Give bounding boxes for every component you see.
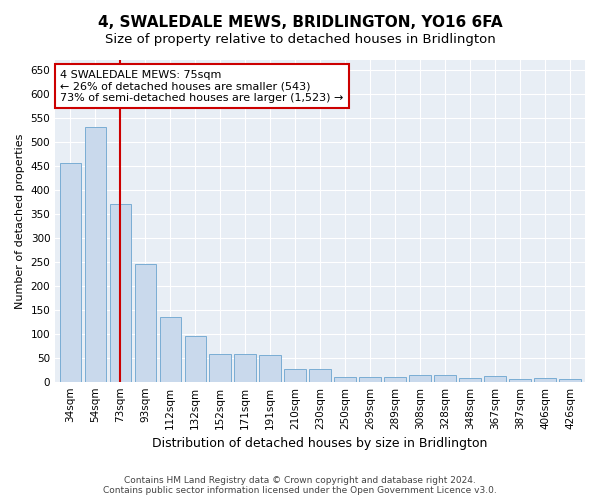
- Bar: [559, 380, 581, 382]
- X-axis label: Distribution of detached houses by size in Bridlington: Distribution of detached houses by size …: [152, 437, 488, 450]
- Bar: [235, 354, 256, 382]
- Bar: [134, 264, 156, 382]
- Y-axis label: Number of detached properties: Number of detached properties: [15, 133, 25, 308]
- Bar: [110, 204, 131, 382]
- Bar: [185, 336, 206, 382]
- Bar: [535, 378, 556, 382]
- Bar: [59, 163, 81, 382]
- Bar: [259, 356, 281, 382]
- Bar: [434, 376, 455, 382]
- Bar: [385, 377, 406, 382]
- Bar: [209, 354, 231, 382]
- Bar: [460, 378, 481, 382]
- Bar: [334, 377, 356, 382]
- Text: 4, SWALEDALE MEWS, BRIDLINGTON, YO16 6FA: 4, SWALEDALE MEWS, BRIDLINGTON, YO16 6FA: [98, 15, 502, 30]
- Bar: [409, 376, 431, 382]
- Text: Size of property relative to detached houses in Bridlington: Size of property relative to detached ho…: [104, 32, 496, 46]
- Bar: [484, 376, 506, 382]
- Bar: [284, 368, 306, 382]
- Bar: [85, 127, 106, 382]
- Text: 4 SWALEDALE MEWS: 75sqm
← 26% of detached houses are smaller (543)
73% of semi-d: 4 SWALEDALE MEWS: 75sqm ← 26% of detache…: [61, 70, 344, 103]
- Bar: [359, 377, 380, 382]
- Bar: [310, 368, 331, 382]
- Text: Contains HM Land Registry data © Crown copyright and database right 2024.
Contai: Contains HM Land Registry data © Crown c…: [103, 476, 497, 495]
- Bar: [160, 317, 181, 382]
- Bar: [509, 380, 530, 382]
